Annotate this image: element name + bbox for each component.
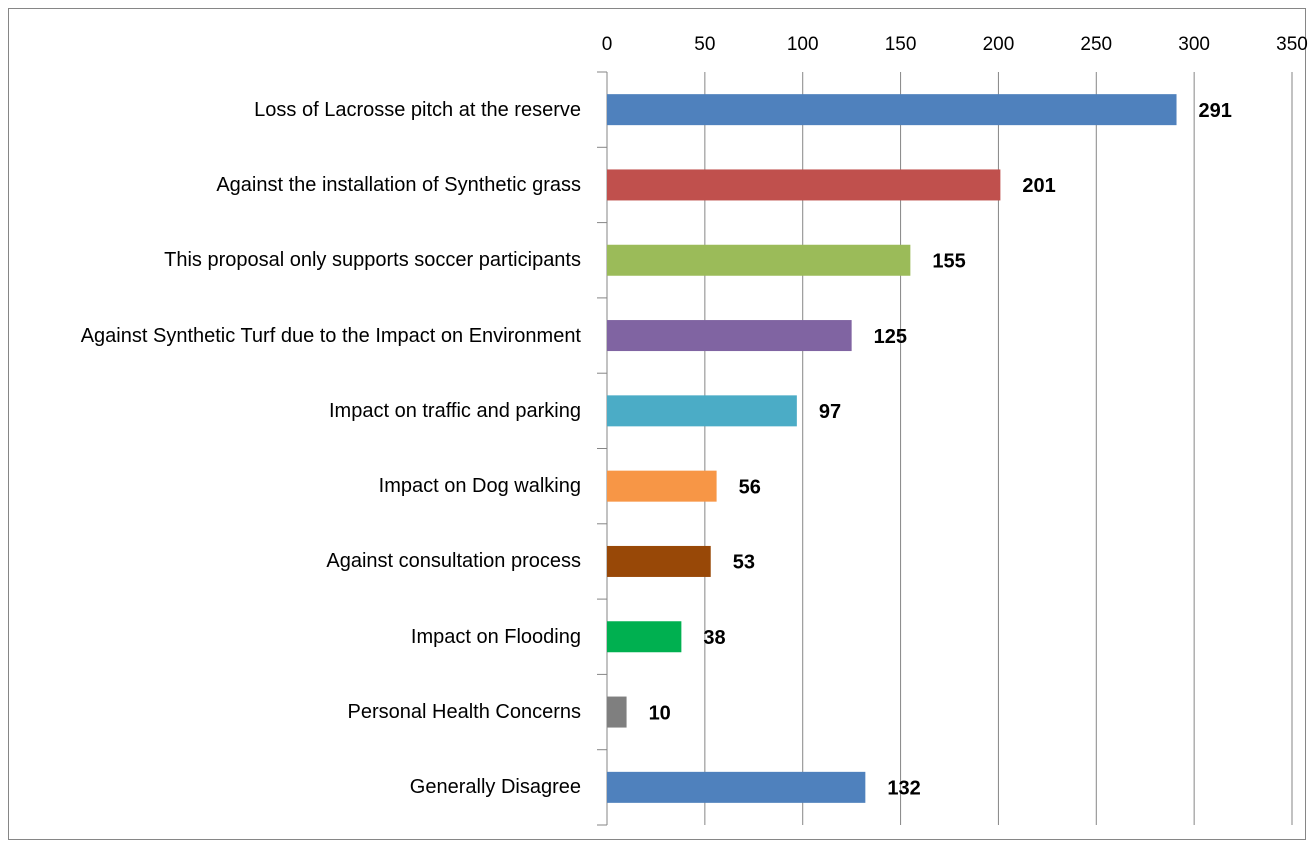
y-tick-label: Against the installation of Synthetic gr… [216, 173, 581, 196]
bar [607, 395, 797, 427]
bar [607, 470, 717, 502]
bar [607, 545, 711, 577]
x-tick-label: 250 [1080, 34, 1112, 55]
value-label: 132 [887, 778, 920, 800]
y-tick-label: Personal Health Concerns [347, 701, 581, 724]
value-label: 10 [649, 702, 671, 724]
x-tick-label: 100 [787, 34, 819, 55]
y-tick-label: Generally Disagree [409, 776, 581, 799]
value-label: 56 [739, 476, 761, 498]
value-label: 38 [703, 627, 725, 649]
y-tick-label: Impact on Dog walking [378, 475, 581, 498]
y-tick-label: This proposal only supports soccer parti… [164, 249, 581, 272]
bar [607, 94, 1177, 126]
bar [607, 696, 627, 728]
x-tick-label: 200 [983, 34, 1015, 55]
value-label: 155 [932, 251, 965, 273]
value-label: 97 [819, 401, 841, 423]
x-tick-label: 0 [602, 34, 613, 55]
y-tick-label: Impact on Flooding [410, 625, 581, 648]
value-label: 125 [874, 326, 907, 348]
bar [607, 771, 866, 803]
y-tick-label: Loss of Lacrosse pitch at the reserve [254, 98, 581, 121]
value-label: 53 [733, 552, 755, 574]
y-tick-label: Impact on traffic and parking [329, 399, 581, 422]
x-tick-label: 350 [1276, 34, 1308, 55]
bar [607, 621, 682, 653]
bar [607, 244, 911, 276]
y-tick-label: Against Synthetic Turf due to the Impact… [80, 324, 581, 347]
bar [607, 169, 1001, 201]
y-tick-label: Against consultation process [326, 550, 581, 573]
bar [607, 320, 852, 352]
x-tick-label: 300 [1178, 34, 1210, 55]
x-tick-label: 150 [885, 34, 917, 55]
value-label: 291 [1199, 100, 1232, 122]
value-label: 201 [1022, 175, 1055, 197]
x-tick-label: 50 [694, 34, 715, 55]
